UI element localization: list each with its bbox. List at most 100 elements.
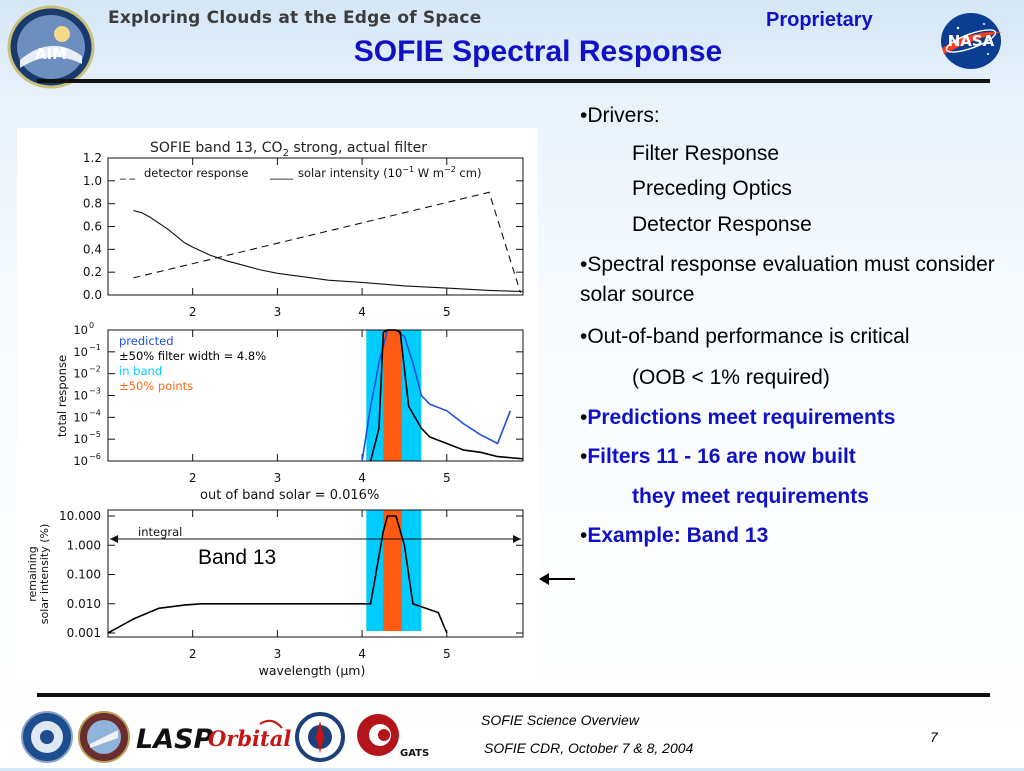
lasp-logo: LASP (136, 724, 214, 755)
panel-1-ytick-label: 1.0 (83, 174, 102, 188)
panel-3-ylabel-line1: remaining (26, 546, 39, 602)
orbital-swoosh (259, 719, 283, 729)
panel-2-ytick-exponent: −1 (89, 343, 101, 352)
bullet-example: •Example: Band 13 (580, 524, 769, 548)
figure-background (17, 128, 538, 683)
bullet-spectral-response: •Spectral response evaluation must consi… (580, 253, 995, 307)
integral-arrow-right (513, 535, 521, 543)
bullet-filters-built: •Filters 11 - 16 are now built (580, 445, 856, 469)
panel-2-legend-entry: ±50% points (119, 379, 193, 393)
panel-1: SOFIE band 13, CO2 strong, actual filter… (83, 140, 524, 319)
integral-annotation: integral (138, 525, 182, 539)
proprietary-label: Proprietary (766, 9, 873, 31)
panel-2-legend-entry: predicted (119, 334, 174, 348)
legend-detector-marker: _ _ (119, 166, 135, 180)
panel-2-halfpoint-region (383, 330, 402, 461)
footer-line-2: SOFIE CDR, October 7 & 8, 2004 (484, 740, 694, 756)
bullet-predictions: •Predictions meet requirements (580, 405, 896, 429)
legend-solar-marker: ____ (269, 166, 293, 180)
panel-3-title: out of band solar = 0.016% (200, 488, 379, 503)
band-13-label: Band 13 (198, 546, 277, 569)
bullet-preceding-optics: Preceding Optics (632, 177, 792, 200)
panel-1-series-solar-intensity (133, 209, 524, 293)
aim-logo: AIM (6, 4, 96, 90)
panel-1-ytick-label: 0.8 (83, 197, 102, 211)
bullet-filter-response: Filter Response (632, 141, 780, 165)
panel-1-ytick-label: 0.0 (83, 288, 102, 302)
panel-3-frame (107, 509, 524, 638)
panel-2-xtick-label: 2 (189, 471, 197, 485)
panel-3-ylabel-line2: solar intensity (%) (38, 524, 51, 625)
panel-1-series-detector-response (133, 191, 522, 293)
panel-1-ytick-label: 1.2 (83, 151, 102, 165)
panel-2-ylabel: total response (55, 355, 69, 437)
panel-1-xtick-label: 4 (358, 305, 366, 319)
panel-2-ytick-label: 10 (73, 432, 88, 446)
panel-2-ytick-exponent: −5 (89, 430, 101, 439)
bullet-drivers: •Drivers: (580, 104, 660, 127)
legend-solar-label: solar intensity (10−1 W m−2 cm) (298, 165, 481, 180)
panel-3-ytick-label: 0.010 (67, 597, 101, 611)
panel-3-ytick-label: 0.100 (67, 568, 101, 582)
seal-logo-3 (295, 712, 345, 762)
panel-1-ytick-label: 0.2 (83, 265, 102, 279)
bullet-detector-response: Detector Response (632, 212, 812, 236)
seal-logo-1 (21, 711, 73, 763)
panel-2-ytick-label: 10 (73, 410, 88, 424)
panel-3-ytick-label: 0.001 (67, 626, 101, 640)
seal-logo-2 (78, 711, 130, 763)
slide-title: SOFIE Spectral Response (353, 35, 723, 68)
arrow-left-icon (539, 573, 575, 585)
footer-rule (37, 693, 990, 697)
panel-2-ytick-label: 10 (73, 367, 88, 381)
bullet-list: •Drivers: Filter Response Preceding Opti… (580, 100, 1010, 552)
aim-logo-text: AIM (35, 45, 67, 63)
panel-2-ytick-exponent: −3 (89, 387, 101, 396)
header-title: Exploring Clouds at the Edge of Space (108, 8, 482, 28)
panel-2-ytick-label: 10 (73, 345, 88, 359)
gats-logo: GATS (357, 714, 429, 759)
panel-1-xtick-label: 3 (274, 305, 282, 319)
nasa-logo-text: NASA (948, 32, 995, 50)
panel-1-xtick-label: 2 (189, 305, 197, 319)
panel-2-ytick-exponent: 0 (89, 321, 94, 330)
panel-3-ytick-label: 1.000 (67, 538, 101, 552)
panel-1-ytick-label: 0.6 (83, 220, 102, 234)
panel-1-xtick-label: 5 (443, 305, 451, 319)
panel-2-series-measured (369, 329, 524, 462)
panel-3-ytick-label: 10.000 (59, 509, 101, 523)
panel-3-series-remaining-intensity (107, 515, 448, 634)
nasa-logo: NASA (936, 10, 1006, 72)
footer-logos: LASP Orbital GATS (20, 708, 440, 766)
panel-2-legend-entry: ±50% filter width = 4.8% (119, 349, 266, 363)
panel-3-xtick-label: 3 (274, 647, 282, 661)
panel-2-xtick-label: 3 (274, 471, 282, 485)
panel-2-legend-entry: in band (119, 364, 162, 378)
bullet-oob: •Out-of-band performance is critical (580, 324, 910, 348)
panel-2-ytick-exponent: −6 (89, 452, 101, 461)
orbital-logo: Orbital (208, 726, 291, 751)
panel-2-ytick-exponent: −4 (89, 408, 101, 417)
page-number: 7 (930, 729, 938, 745)
panel-2-ytick-label: 10 (73, 323, 88, 337)
panel-2-xtick-label: 4 (358, 471, 366, 485)
panel-2-ytick-exponent: −2 (89, 365, 101, 374)
gats-logo-text: GATS (400, 748, 429, 759)
panel-3-xtick-label: 2 (189, 647, 197, 661)
bullet-oob-required: (OOB < 1% required) (632, 366, 830, 390)
panel-2-ytick-label: 10 (73, 454, 88, 468)
footer-line-1: SOFIE Science Overview (481, 712, 639, 728)
panel-3: out of band solar = 0.016% remaining sol… (26, 488, 524, 678)
panel-1-title: SOFIE band 13, CO2 strong, actual filter (150, 140, 427, 159)
integral-arrow-left (110, 535, 118, 543)
legend-detector-label: detector response (144, 166, 248, 180)
panel-2-ytick-label: 10 (73, 389, 88, 403)
panel-1-ytick-label: 0.4 (83, 242, 102, 256)
panel-3-halfpoint-region (383, 510, 402, 631)
panel-3-xlabel: wavelength (μm) (259, 663, 366, 678)
panel-2-series-predicted (361, 329, 512, 462)
header-rule (37, 79, 990, 83)
bullet-meet-requirements: they meet requirements (632, 484, 869, 508)
